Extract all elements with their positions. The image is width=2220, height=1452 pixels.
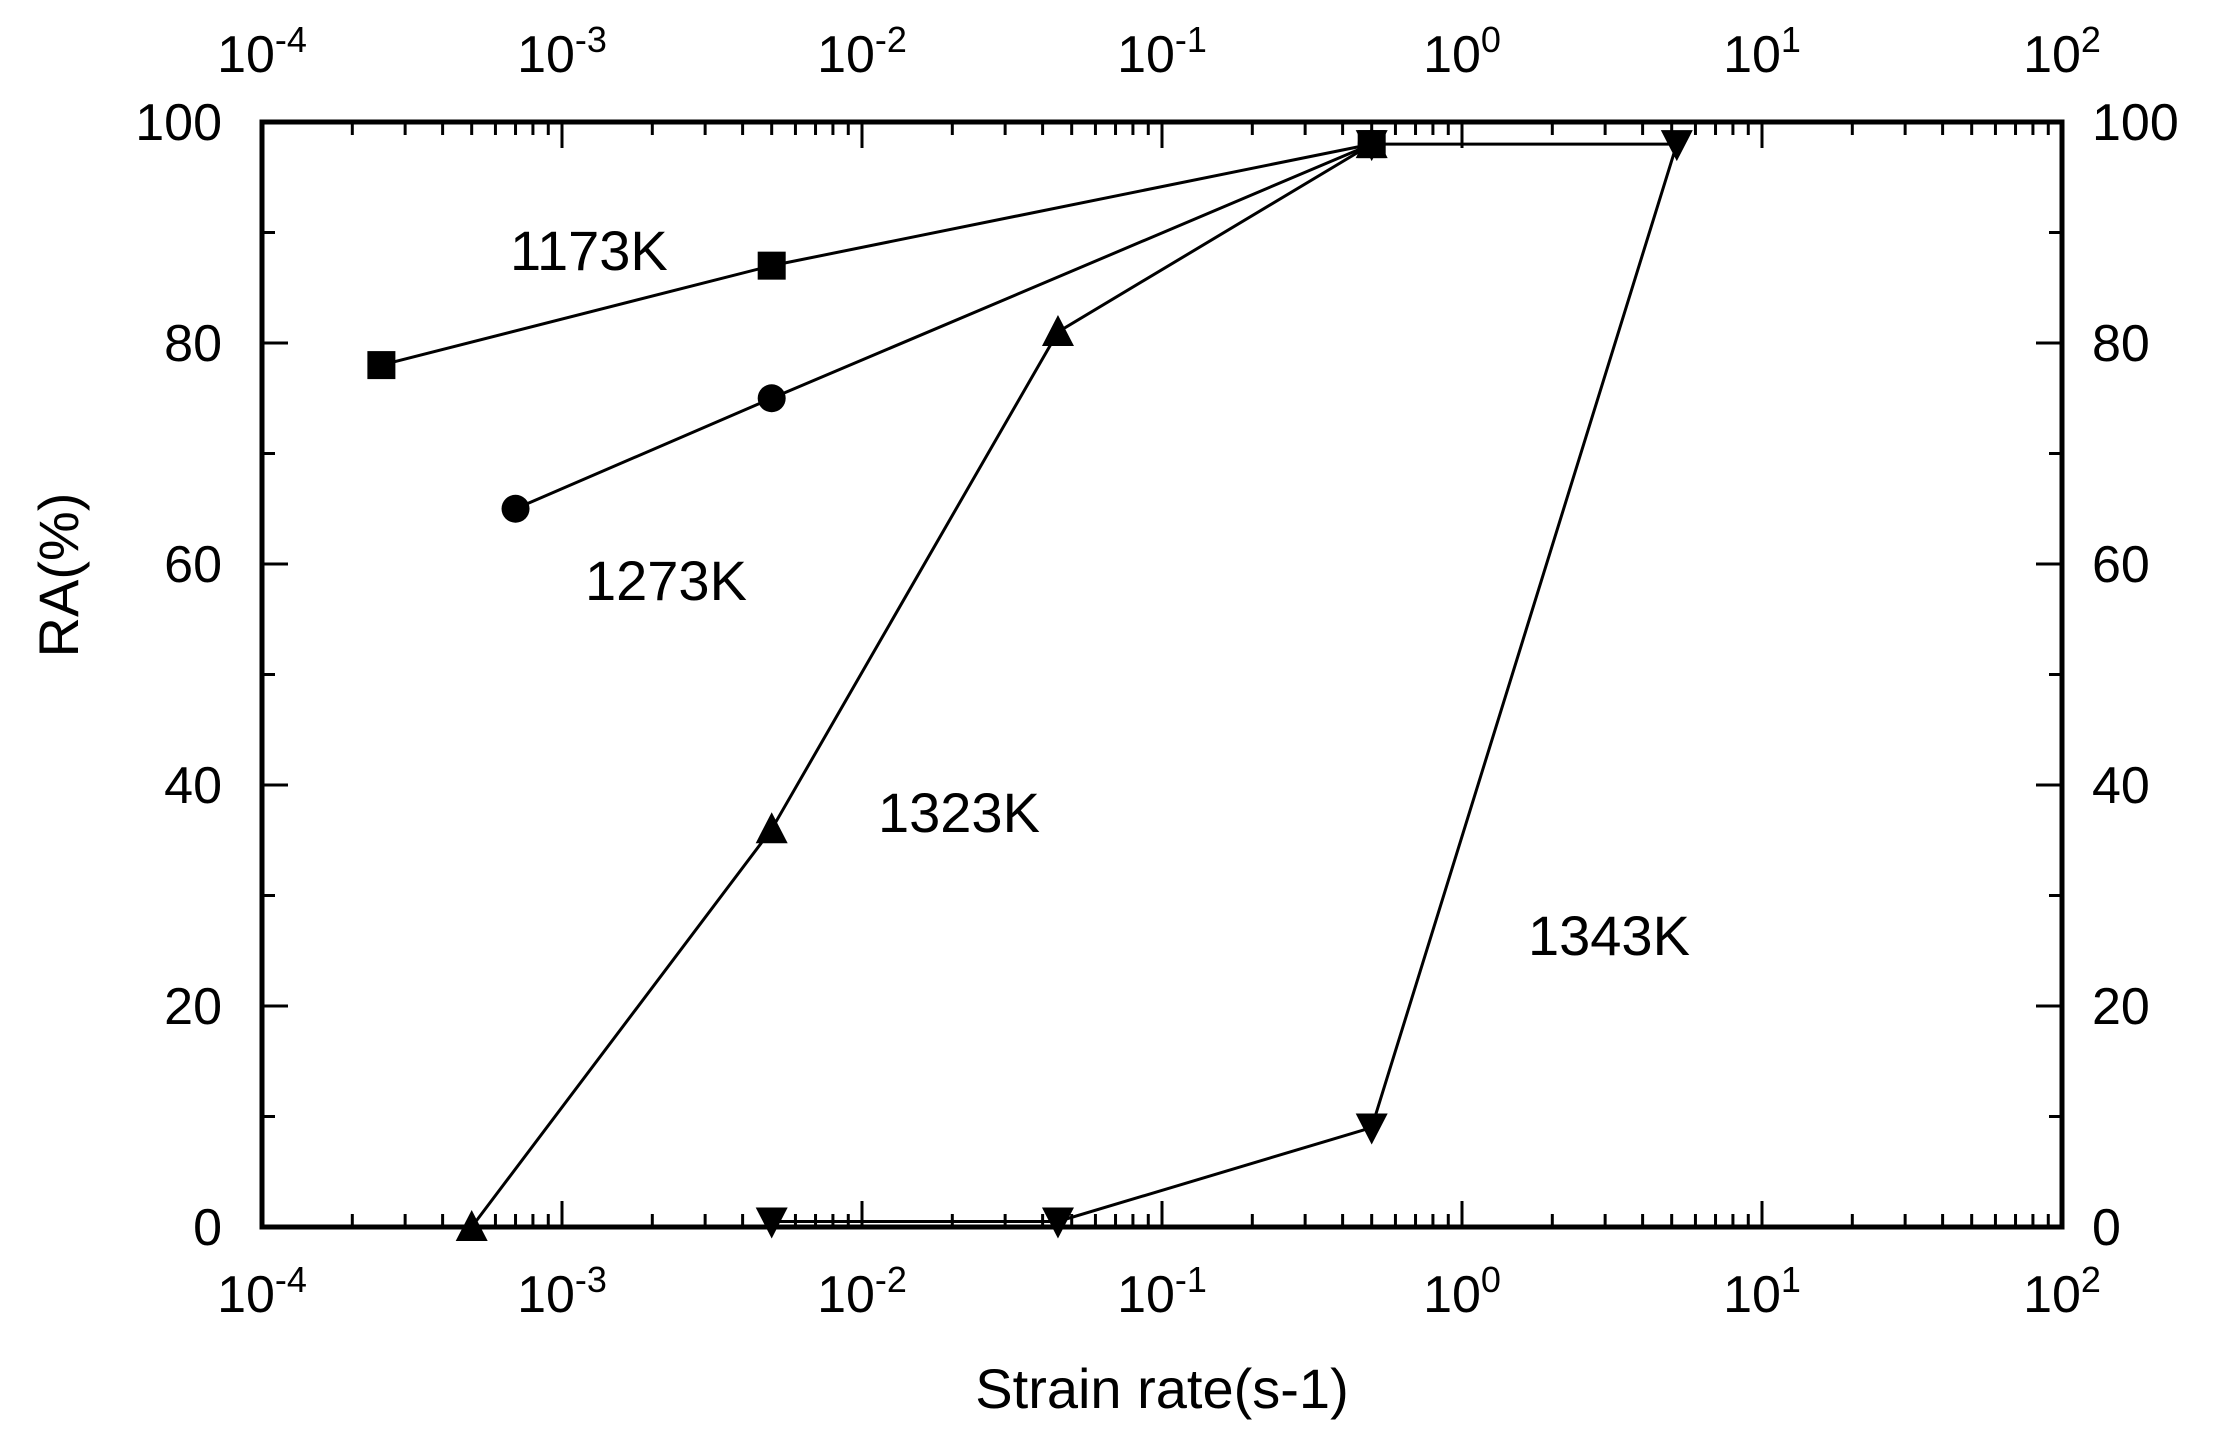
series-1	[501, 130, 1386, 523]
series-label-1323k: 1323K	[878, 781, 1040, 844]
axis-ticks	[260, 120, 2064, 1229]
x-tick-label-bottom: 10-3	[517, 1259, 607, 1324]
y-tick-label-left: 100	[135, 94, 222, 152]
x-tick-label-bottom: 102	[2023, 1259, 2101, 1324]
data-point-square	[367, 351, 396, 380]
series-line-1	[514, 142, 1373, 511]
series-line-2	[470, 142, 1373, 1228]
plot-frame	[259, 119, 2065, 1230]
y-tick-label-right: 40	[2092, 757, 2150, 815]
x-tick-label-top: 101	[1723, 19, 1801, 84]
series-2	[455, 127, 1388, 1241]
x-axis-title: Strain rate(s-1)	[975, 1357, 1348, 1420]
x-tick-label-bottom: 10-4	[217, 1259, 307, 1324]
series-label-1343k: 1343K	[1528, 904, 1690, 967]
y-tick-label-left: 20	[164, 978, 222, 1036]
y-tick-label-left: 0	[193, 1199, 222, 1257]
series-label-1273k: 1273K	[585, 549, 747, 612]
x-tick-label-bottom: 10-1	[1117, 1259, 1207, 1324]
y-tick-label-right: 80	[2092, 315, 2150, 373]
data-point-triangle-up	[1041, 314, 1074, 346]
x-tick-label-bottom: 10-2	[817, 1259, 907, 1324]
y-axis-title: RA(%)	[27, 493, 90, 658]
data-point-triangle-down	[1660, 130, 1693, 162]
x-tick-label-bottom: 100	[1423, 1259, 1501, 1324]
series-label-1173k: 1173K	[510, 219, 668, 282]
x-tick-label-top: 102	[2023, 19, 2101, 84]
x-tick-label-top: 10-2	[817, 19, 907, 84]
x-tick-label-top: 10-1	[1117, 19, 1207, 84]
y-tick-label-right: 20	[2092, 978, 2150, 1036]
data-point-triangle-down	[1355, 1113, 1388, 1145]
x-tick-label-top: 100	[1423, 19, 1501, 84]
series-3	[755, 130, 1693, 1239]
y-tick-label-right: 0	[2092, 1199, 2121, 1257]
y-tick-label-left: 60	[164, 536, 222, 594]
x-tick-label-top: 10-3	[517, 19, 607, 84]
data-point-triangle-up	[755, 812, 788, 844]
x-tick-label-top: 10-4	[217, 19, 307, 84]
tick-labels: 10-4 10-4 10-3 10-3 10-2 10-2 10-1 10-1 100 100 10…	[135, 19, 2179, 1324]
y-tick-label-right: 60	[2092, 536, 2150, 594]
data-point-circle	[757, 384, 786, 413]
data-point-triangle-down	[1355, 130, 1388, 162]
series-line-3	[771, 142, 1679, 1223]
data-point-square	[757, 251, 786, 280]
data-point-triangle-down	[755, 1207, 788, 1239]
y-tick-label-left: 80	[164, 315, 222, 373]
data-point-triangle-down	[1041, 1207, 1074, 1239]
series-layer	[367, 127, 1693, 1241]
y-tick-label-left: 40	[164, 757, 222, 815]
x-tick-label-bottom: 101	[1723, 1259, 1801, 1324]
y-tick-label-right: 100	[2092, 94, 2179, 152]
data-point-circle	[501, 494, 530, 523]
